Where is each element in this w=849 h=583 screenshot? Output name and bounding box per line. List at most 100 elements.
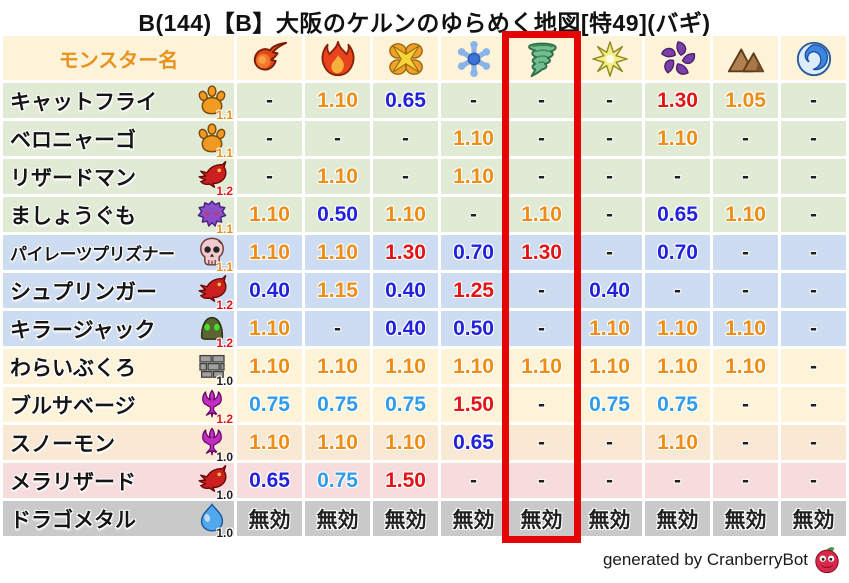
- wave-element-icon: [781, 36, 846, 80]
- skull-family-icon: 1.1: [194, 236, 233, 273]
- fireball-element-icon: [237, 36, 302, 80]
- resistance-value-cell: -: [781, 121, 846, 156]
- resistance-value-cell: 0.75: [305, 387, 370, 422]
- resistance-value-cell: -: [645, 273, 710, 308]
- table-row: スノーモン 1.0 1.10 1.10 1.10 0.65- -1.10- -: [3, 425, 846, 463]
- resistance-value-cell: 1.10: [305, 349, 370, 384]
- table-header-row: モンスター名: [3, 36, 846, 80]
- resistance-value-cell: 1.10: [237, 425, 302, 460]
- resistance-value-cell: -: [577, 463, 642, 498]
- resistance-value-cell: -: [713, 159, 778, 194]
- resistance-value-cell: -: [713, 235, 778, 270]
- resistance-value-cell: -: [713, 463, 778, 498]
- resistance-value-cell: 無効: [237, 501, 302, 536]
- monster-name-cell: ドラゴメタル 1.0: [3, 501, 234, 539]
- resistance-value-cell: 1.10: [713, 349, 778, 384]
- resistance-value-cell: 1.30: [509, 235, 574, 270]
- table-row: ブルサベージ 1.2 0.75 0.75 0.75 1.50-0.75 0.75- -: [3, 387, 846, 425]
- monster-name-column-header: モンスター名: [3, 36, 234, 80]
- resistance-value-cell: 0.75: [373, 387, 438, 422]
- resistance-value-cell: 1.10: [577, 311, 642, 346]
- monster-name: パイレーツプリズナー: [10, 245, 175, 264]
- resistance-value-cell: 0.40: [577, 273, 642, 308]
- resistance-value-cell: 1.10: [305, 235, 370, 270]
- monster-name-cell: ブルサベージ 1.2: [3, 387, 234, 425]
- resistance-value-cell: 0.40: [373, 311, 438, 346]
- resistance-value-cell: 無効: [305, 501, 370, 536]
- resistance-value-cell: -: [373, 159, 438, 194]
- trident-family-icon: 1.0: [194, 426, 233, 463]
- resistance-value-cell: -: [509, 121, 574, 156]
- resistance-value-cell: 1.15: [305, 273, 370, 308]
- explosion-element-icon: [373, 36, 438, 80]
- resistance-value-cell: -: [509, 273, 574, 308]
- resistance-value-cell: 1.30: [373, 235, 438, 270]
- monster-name-cell: リザードマン 1.2: [3, 159, 234, 197]
- resistance-value-cell: 1.10: [509, 197, 574, 232]
- resistance-value-cell: 1.10: [441, 349, 506, 384]
- monster-multiplier: 1.1: [216, 260, 233, 274]
- resistance-value-cell: -: [781, 349, 846, 384]
- resistance-value-cell: -: [237, 121, 302, 156]
- resistance-value-cell: -: [577, 83, 642, 118]
- monster-name-cell: ましょうぐも 1.1: [3, 197, 234, 235]
- resistance-value-cell: -: [305, 311, 370, 346]
- resistance-value-cell: 無効: [577, 501, 642, 536]
- resistance-value-cell: 1.25: [441, 273, 506, 308]
- monster-name-cell: ベロニャーゴ 1.1: [3, 121, 234, 159]
- resistance-value-cell: 0.65: [373, 83, 438, 118]
- resistance-value-cell: 0.50: [305, 197, 370, 232]
- monster-name: リザードマン: [10, 166, 136, 190]
- trident-family-icon: 1.2: [194, 388, 233, 425]
- table-row: ドラゴメタル 1.0 無効 無効 無効 無効 無効 無効 無効 無効 無効: [3, 501, 846, 539]
- snowflake-element-icon: [441, 36, 506, 80]
- monster-name-cell: キャットフライ 1.1: [3, 83, 234, 121]
- resistance-value-cell: 0.75: [577, 387, 642, 422]
- sparkle-element-icon: [577, 36, 642, 80]
- cranberry-bot-icon: [813, 546, 841, 574]
- paw-family-icon: 1.1: [194, 84, 233, 121]
- resistance-value-cell: -: [781, 387, 846, 422]
- resistance-value-cell: -: [781, 463, 846, 498]
- spider-family-icon: 1.1: [194, 198, 233, 235]
- resistance-value-cell: 0.75: [645, 387, 710, 422]
- resistance-value-cell: -: [509, 425, 574, 460]
- table-row: リザードマン 1.2-1.10-1.10- - - - -: [3, 159, 846, 197]
- table-row: ベロニャーゴ 1.1- - -1.10- -1.10- -: [3, 121, 846, 159]
- monster-name: シュプリンガー: [10, 280, 157, 304]
- resistance-value-cell: 1.50: [441, 387, 506, 422]
- resistance-value-cell: -: [441, 197, 506, 232]
- monster-multiplier: 1.2: [216, 412, 233, 426]
- resistance-value-cell: 1.10: [713, 311, 778, 346]
- monster-name: スノーモン: [10, 432, 115, 456]
- resistance-value-cell: 1.10: [373, 349, 438, 384]
- resistance-value-cell: -: [781, 273, 846, 308]
- monster-name-cell: キラージャック 1.2: [3, 311, 234, 349]
- table-row: キラージャック 1.2 1.10-0.40 0.50-1.10 1.10 1.10-: [3, 311, 846, 349]
- monster-multiplier: 1.0: [216, 374, 233, 388]
- resistance-value-cell: 1.10: [645, 121, 710, 156]
- helmet-family-icon: 1.2: [194, 312, 233, 349]
- resistance-value-cell: 無効: [781, 501, 846, 536]
- dragon-family-icon: 1.2: [194, 274, 233, 311]
- resistance-value-cell: -: [577, 197, 642, 232]
- resistance-value-cell: -: [781, 197, 846, 232]
- resistance-value-cell: 1.10: [373, 197, 438, 232]
- pinwheel-element-icon: [645, 36, 710, 80]
- footer: generated by CranberryBot: [603, 546, 841, 574]
- resistance-value-cell: 1.10: [305, 425, 370, 460]
- monster-name-cell: メラリザード 1.0: [3, 463, 234, 501]
- monster-name: わらいぶくろ: [10, 356, 136, 380]
- table-row: パイレーツプリズナー 1.1 1.10 1.10 1.30 0.70 1.30-0.70- -: [3, 235, 846, 273]
- resistance-value-cell: 0.70: [441, 235, 506, 270]
- resistance-value-cell: 1.10: [645, 349, 710, 384]
- resistance-value-cell: 0.65: [237, 463, 302, 498]
- monster-multiplier: 1.2: [216, 298, 233, 312]
- resistance-value-cell: -: [237, 83, 302, 118]
- resistance-value-cell: 無効: [441, 501, 506, 536]
- resistance-value-cell: -: [373, 121, 438, 156]
- monster-name-cell: パイレーツプリズナー 1.1: [3, 235, 234, 273]
- flame-element-icon: [305, 36, 370, 80]
- resistance-value-cell: 無効: [509, 501, 574, 536]
- dragon-family-icon: 1.0: [194, 464, 233, 501]
